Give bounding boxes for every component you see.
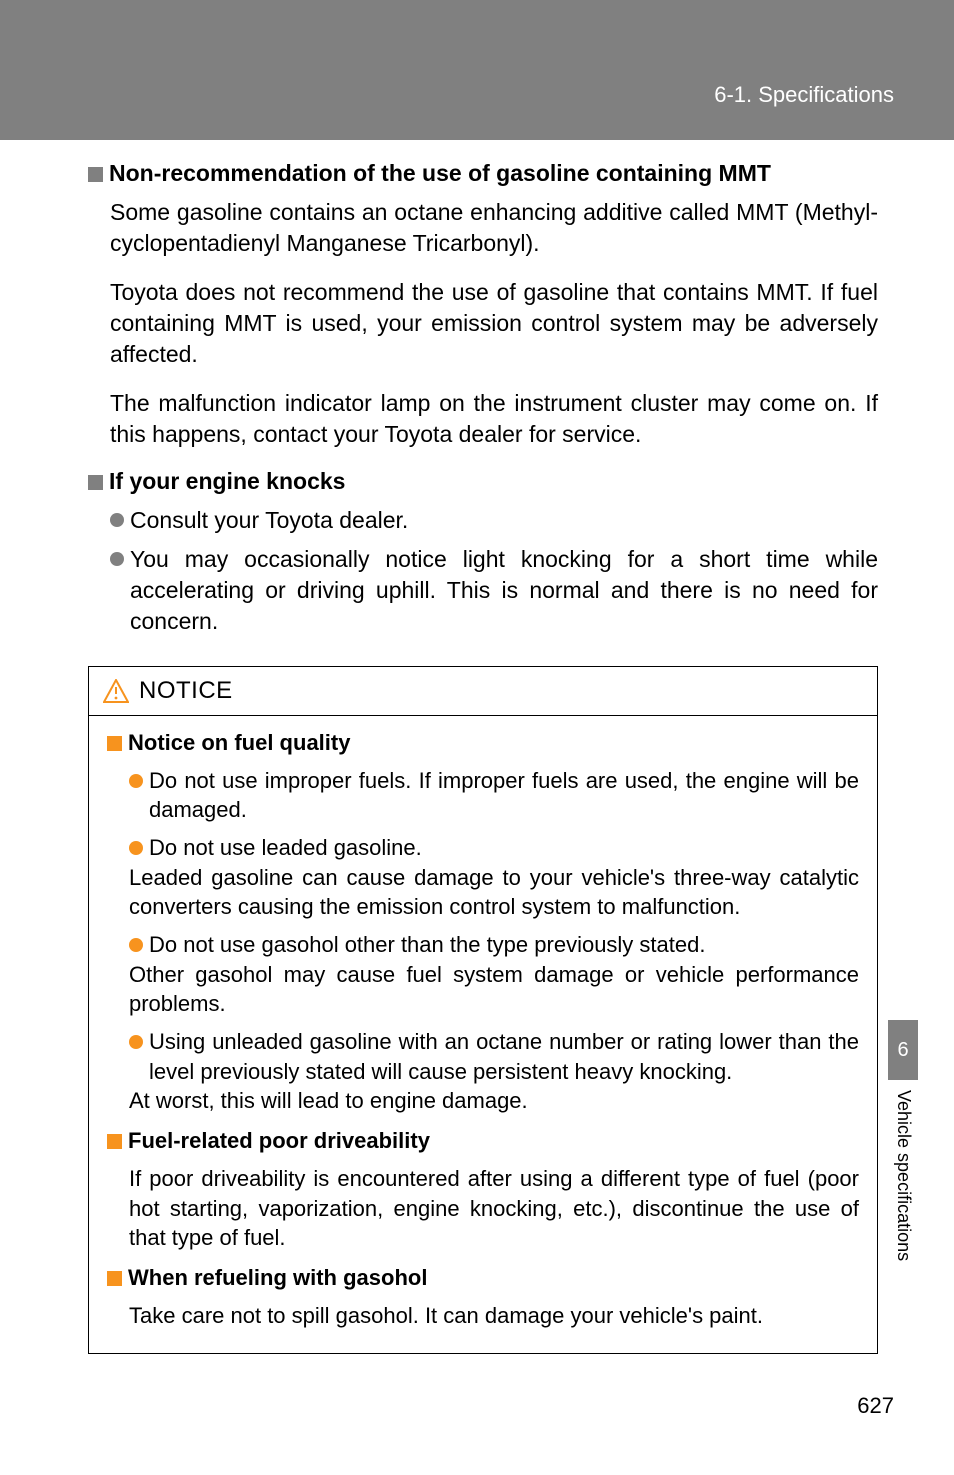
- paragraph-continuation: At worst, this will lead to engine damag…: [129, 1086, 859, 1116]
- list-item: Using unleaded gasoline with an octane n…: [129, 1027, 859, 1086]
- heading-text: If your engine knocks: [109, 468, 345, 494]
- paragraph: Some gasoline contains an octane enhanci…: [110, 197, 878, 259]
- paragraph: If poor driveability is encountered afte…: [129, 1164, 859, 1253]
- section-heading-knocks: If your engine knocks: [88, 468, 878, 495]
- content-area: Non-recommendation of the use of gasolin…: [88, 160, 878, 1354]
- chapter-tab: 6: [888, 1020, 918, 1080]
- warning-triangle-icon: [103, 679, 129, 703]
- bullet-text: Do not use gasohol other than the type p…: [149, 930, 859, 960]
- bullet-text: You may occasionally notice light knocki…: [130, 544, 878, 637]
- side-section-label: Vehicle specifications: [893, 1090, 914, 1261]
- list-item: You may occasionally notice light knocki…: [110, 544, 878, 637]
- paragraph: Take care not to spill gasohol. It can d…: [129, 1301, 859, 1331]
- list-item: Do not use gasohol other than the type p…: [129, 930, 859, 960]
- notice-subheading-driveability: Fuel-related poor driveability: [107, 1128, 859, 1154]
- bullet-text: Using unleaded gasoline with an octane n…: [149, 1027, 859, 1086]
- notice-title-row: NOTICE: [89, 667, 877, 716]
- notice-body: Notice on fuel quality Do not use improp…: [89, 716, 877, 1353]
- square-marker-icon: [107, 1271, 122, 1286]
- notice-box: NOTICE Notice on fuel quality Do not use…: [88, 666, 878, 1354]
- notice-subheading-gasohol: When refueling with gasohol: [107, 1265, 859, 1291]
- heading-text: Notice on fuel quality: [128, 730, 350, 755]
- page-number: 627: [857, 1393, 894, 1419]
- notice-title: NOTICE: [139, 677, 233, 705]
- bullet-text: Do not use improper fuels. If improper f…: [149, 766, 859, 825]
- header-band: [0, 0, 954, 140]
- bullet-icon: [129, 841, 143, 855]
- square-marker-icon: [107, 736, 122, 751]
- bullet-icon: [110, 513, 124, 527]
- page: 6-1. Specifications Non-recommendation o…: [0, 0, 954, 1475]
- square-marker-icon: [107, 1134, 122, 1149]
- header-breadcrumb: 6-1. Specifications: [714, 82, 894, 108]
- bullet-text: Do not use leaded gasoline.: [149, 833, 859, 863]
- paragraph: The malfunction indicator lamp on the in…: [110, 388, 878, 450]
- list-item: Consult your Toyota dealer.: [110, 505, 878, 536]
- section-heading-mmt: Non-recommendation of the use of gasolin…: [88, 160, 878, 187]
- list-item: Do not use leaded gasoline.: [129, 833, 859, 863]
- paragraph-continuation: Leaded gasoline can cause damage to your…: [129, 863, 859, 922]
- paragraph-continuation: Other gasohol may cause fuel system dama…: [129, 960, 859, 1019]
- bullet-icon: [129, 938, 143, 952]
- bullet-icon: [129, 1035, 143, 1049]
- list-item: Do not use improper fuels. If improper f…: [129, 766, 859, 825]
- heading-text: Fuel-related poor driveability: [128, 1128, 430, 1153]
- bullet-icon: [129, 774, 143, 788]
- square-marker-icon: [88, 167, 103, 182]
- heading-text: When refueling with gasohol: [128, 1265, 427, 1290]
- bullet-text: Consult your Toyota dealer.: [130, 505, 878, 536]
- notice-subheading-quality: Notice on fuel quality: [107, 730, 859, 756]
- heading-text: Non-recommendation of the use of gasolin…: [109, 160, 771, 186]
- bullet-icon: [110, 552, 124, 566]
- square-marker-icon: [88, 475, 103, 490]
- paragraph: Toyota does not recommend the use of gas…: [110, 277, 878, 370]
